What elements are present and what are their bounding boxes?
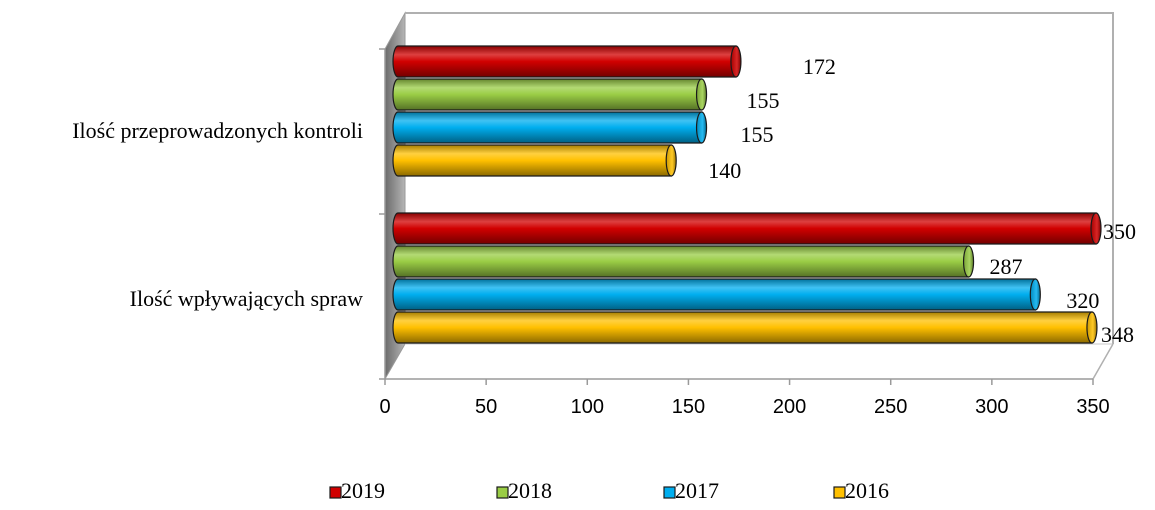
bar-cap [1090,212,1102,245]
x-tick-label: 150 [672,396,705,418]
data-label: 320 [1066,288,1099,313]
x-tick-label: 300 [975,396,1008,418]
legend-label: 2019 [341,478,385,503]
bar-cap [1029,278,1041,311]
data-label: 287 [990,254,1023,279]
data-label: 348 [1101,322,1134,347]
legend-swatch [496,486,509,499]
legend-item-2018: 2018 [496,478,552,503]
bar-2019-kontroli [392,45,742,78]
legend-label: 2016 [845,478,889,503]
legend-label: 2018 [508,478,552,503]
legend-item-2019: 2019 [329,478,385,503]
x-tick-label: 50 [475,396,497,418]
bar-cap [730,45,742,78]
bar-2018-spraw [392,245,975,278]
legend-item-2016: 2016 [833,478,889,503]
bar-2017-spraw [392,278,1041,311]
legend-swatch [329,486,342,499]
bar-2017-kontroli [392,111,708,144]
data-label: 155 [741,122,774,147]
bar-cap [695,78,708,111]
legend-item-2017: 2017 [663,478,719,503]
bar-cap [962,245,975,278]
legend-swatch [833,486,846,499]
bar-2018-kontroli [392,78,708,111]
bar-body [392,278,1036,311]
data-label: 172 [803,54,836,79]
data-label: 350 [1103,219,1136,244]
bar-cap [695,111,708,144]
legend-label: 2017 [675,478,719,503]
data-label: 140 [708,158,741,183]
bar-cap [1086,311,1098,344]
x-tick-label: 100 [571,396,604,418]
x-tick-label: 250 [874,396,907,418]
data-label: 155 [747,88,780,113]
floor-right-edge [1092,343,1114,380]
category-label: Ilość przeprowadzonych kontroli [72,118,363,143]
x-tick-label: 350 [1076,396,1109,418]
legend-swatch [663,486,676,499]
bar-cap [665,144,677,177]
bar-2016-spraw [392,311,1098,344]
bar-body [392,144,672,177]
bar-body [392,245,970,278]
back-wall-border [405,12,1114,344]
category-label: Ilość wpływających spraw [130,286,363,311]
bar-body [392,311,1093,344]
bar-body [392,212,1097,245]
bar-body [392,78,703,111]
bar-2019-spraw [392,212,1102,245]
x-tick-label: 200 [773,396,806,418]
bar-body [392,45,737,78]
x-tick-label: 0 [379,396,390,418]
bar-body [392,111,703,144]
bar-2016-kontroli [392,144,677,177]
